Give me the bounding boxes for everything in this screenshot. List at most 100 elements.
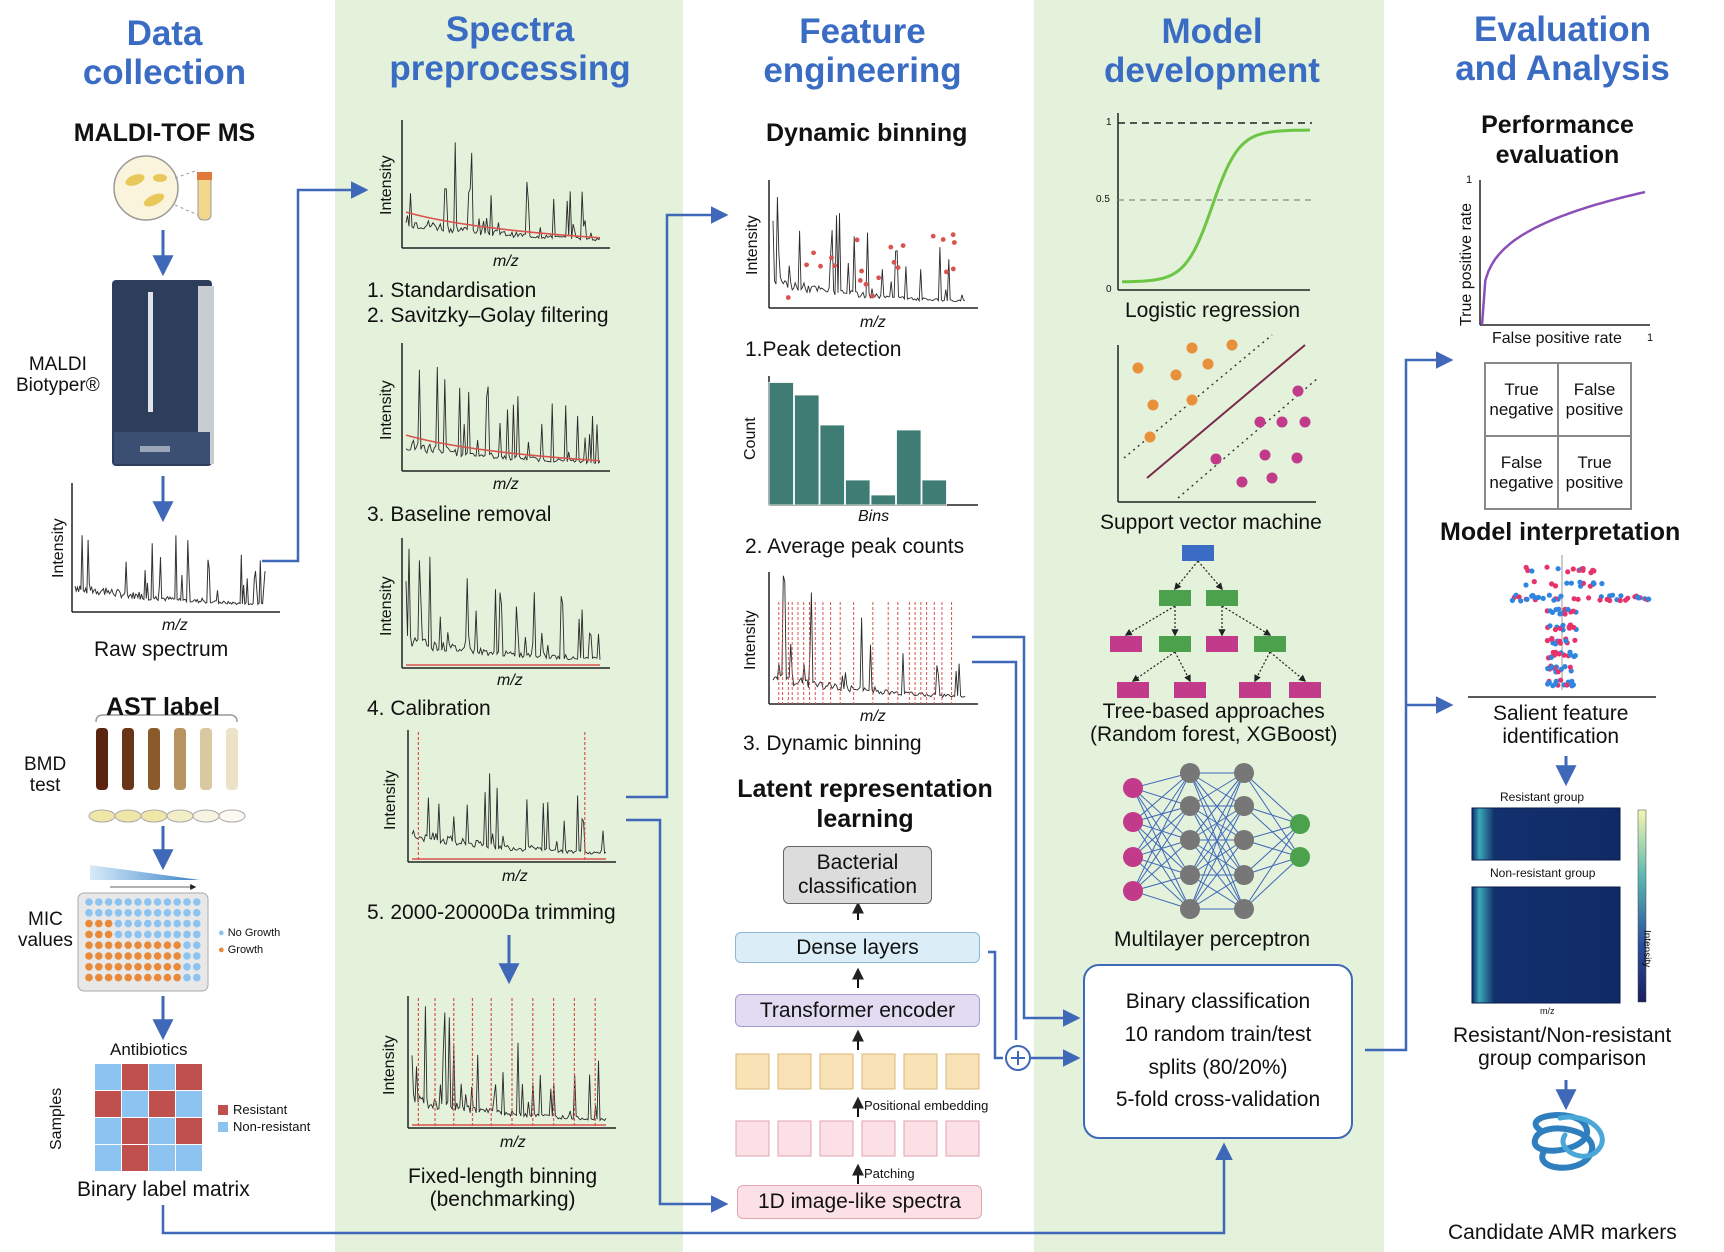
embedded-token [819, 1053, 854, 1090]
confusion-matrix: True negative False positive False negat… [1484, 362, 1632, 510]
colorbar-intensity: Intensity [1641, 930, 1652, 968]
pp5-axis-x: m/z [500, 1134, 526, 1151]
histogram-bar [768, 382, 794, 506]
mlp-network-icon [1123, 763, 1310, 919]
pp5-axis-y: Intensity [381, 1035, 398, 1095]
roc-axis-x: False positive rate [1492, 330, 1622, 347]
salient-label: Salient feature identification [1493, 702, 1629, 749]
pp2-axis-y: Intensity [378, 380, 395, 440]
peak-detection-plot [768, 180, 978, 309]
label-matrix-caption: Binary label matrix [77, 1178, 250, 1201]
label-cell [149, 1145, 175, 1171]
bacterial-classification-box: Bacterial classification [783, 846, 932, 904]
fixed-binning-label: Fixed-length binning (benchmarking) [408, 1165, 598, 1212]
resistant-legend: Resistant [233, 1102, 288, 1117]
patch-token [735, 1120, 770, 1157]
dna-tangle-icon [1531, 1112, 1605, 1171]
non-resistant-swatch [218, 1122, 228, 1132]
label-cell [122, 1064, 148, 1090]
histogram-bar [819, 424, 845, 506]
roc-tick-y: 1 [1466, 174, 1473, 186]
pp-step3: 3. Baseline removal [367, 503, 552, 526]
label-matrix-grid [95, 1064, 202, 1171]
group-compare-label: Resistant/Non-resistant group comparison [1453, 1024, 1672, 1071]
heading-feature-engineering: Feature engineering [763, 12, 962, 91]
patch-token [945, 1120, 980, 1157]
roc-axis-y: True positive rate [1458, 202, 1475, 326]
label-cell [149, 1091, 175, 1117]
patch-token [819, 1120, 854, 1157]
logistic-label: Logistic regression [1125, 299, 1301, 322]
biotyper-label: MALDI Biotyper® [16, 354, 100, 396]
embedded-token [777, 1053, 812, 1090]
cm-true-positive: True positive [1558, 436, 1631, 509]
patching-label: Patching [864, 1166, 915, 1181]
dense-layers-box: Dense layers [735, 932, 980, 963]
arrow-raw-to-preprocessing [262, 181, 369, 563]
pp-step5: 5. 2000-20000Da trimming [367, 901, 616, 924]
histogram-bar [845, 479, 871, 506]
label-cell [122, 1091, 148, 1117]
patch-tokens-top [735, 1053, 980, 1090]
fe-step1: 1.Peak detection [745, 338, 902, 361]
petri-dish-icon [113, 155, 212, 221]
heading-spectra-preprocessing: Spectra preprocessing [389, 10, 631, 89]
dynamic-binning-plot [768, 572, 978, 705]
arrow-labels-to-classification [161, 1142, 1233, 1235]
label-cell [95, 1118, 121, 1144]
non-resistant-heatmap [1471, 886, 1621, 1004]
mic-label: MIC values [18, 909, 73, 951]
no-growth-legend: ● No Growth [218, 927, 281, 939]
pp1-axis-y: Intensity [378, 155, 395, 215]
bmd-label: BMD test [24, 754, 67, 796]
arrow-dynbin-to-classification-b [972, 660, 1018, 1040]
label-cell [95, 1091, 121, 1117]
raw-spectrum-plot [71, 483, 280, 613]
heading-data-collection: Data collection [82, 14, 247, 93]
patch-token [903, 1120, 938, 1157]
label-cell [176, 1118, 202, 1144]
non-resistant-group-label: Non-resistant group [1490, 866, 1596, 880]
roc-plot [1479, 180, 1650, 326]
patch-tokens-bottom [735, 1120, 980, 1157]
label-cell [176, 1091, 202, 1117]
cm-false-negative: False negative [1485, 436, 1558, 509]
patch-token [861, 1120, 896, 1157]
antibiotics-label: Antibiotics [110, 1040, 188, 1059]
stripe-preprocessing [335, 0, 683, 1252]
combine-plus-icon [1005, 1045, 1031, 1071]
transformer-encoder-box: Transformer encoder [735, 994, 980, 1027]
histogram-bar [921, 479, 947, 506]
resistant-heatmap [1471, 807, 1621, 861]
non-resistant-legend: Non-resistant [233, 1119, 311, 1134]
lr-tick-1: 1 [1106, 117, 1112, 128]
growth-legend: ● Growth [218, 944, 264, 956]
arrow-dense-to-combine [988, 950, 1003, 1060]
pp4-axis-x: m/z [502, 868, 528, 885]
pp-step12: 1. Standardisation 2. Savitzky–Golay fil… [367, 279, 609, 328]
pp-plot-standardised [401, 120, 610, 249]
pp3-axis-y: Intensity [378, 576, 395, 636]
pp4-axis-y: Intensity [382, 770, 399, 830]
label-cell [149, 1118, 175, 1144]
embedded-token [945, 1053, 980, 1090]
bmd-tubes-icon [88, 714, 246, 823]
pp-plot-calibration [401, 538, 610, 669]
raw-axis-x: m/z [162, 617, 188, 634]
maldi-instrument-icon [112, 280, 214, 466]
mlp-label: Multilayer perceptron [1114, 928, 1311, 951]
raw-spectrum-label: Raw spectrum [94, 638, 229, 661]
fe3-axis-y: Intensity [742, 610, 759, 670]
heading-model-development: Model development [1104, 12, 1320, 91]
fe3-axis-x: m/z [860, 708, 886, 725]
dynamic-binning-title: Dynamic binning [766, 119, 968, 147]
pp-plot-baseline [401, 343, 610, 472]
mic-plate-icon [77, 865, 209, 992]
pp-plot-trimming [407, 730, 616, 863]
lr-tick-0: 0 [1106, 284, 1112, 295]
candidate-markers-label: Candidate AMR markers [1448, 1221, 1677, 1244]
embedded-token [735, 1053, 770, 1090]
cm-false-positive: False positive [1558, 363, 1631, 436]
resistant-swatch [218, 1105, 228, 1115]
